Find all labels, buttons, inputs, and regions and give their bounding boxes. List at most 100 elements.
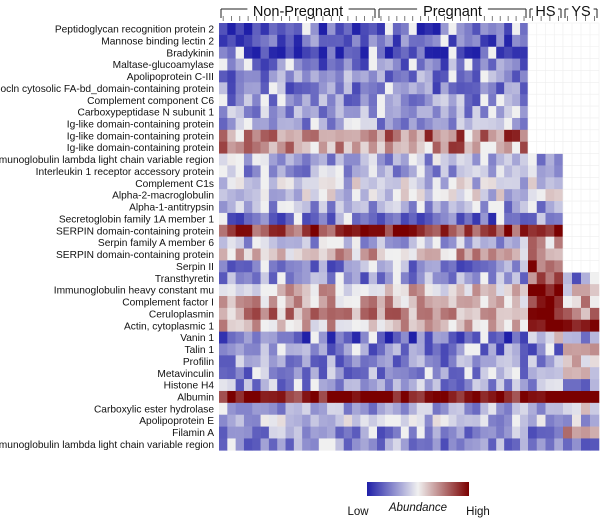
heatmap-cell — [335, 343, 345, 356]
heatmap-cell — [496, 189, 505, 202]
heatmap-cell — [545, 94, 555, 107]
heatmap-cell — [260, 23, 270, 36]
heatmap-cell — [424, 106, 433, 119]
heatmap-cell — [343, 177, 353, 190]
heatmap-cell — [243, 248, 253, 261]
heatmap-cell — [352, 414, 361, 427]
heatmap-cell — [219, 307, 228, 321]
heatmap-cell — [554, 141, 564, 154]
heatmap-cell — [219, 284, 228, 297]
heatmap-cell — [464, 260, 473, 273]
heatmap-cell — [310, 343, 320, 356]
heatmap-cell — [302, 212, 311, 226]
heatmap-cell — [496, 284, 505, 297]
heatmap-cell — [504, 129, 513, 142]
heatmap-cell — [464, 343, 473, 356]
heatmap-cell — [545, 189, 555, 202]
heatmap-cell — [293, 307, 303, 321]
heatmap-cell — [368, 177, 378, 190]
heatmap-cell — [335, 307, 345, 321]
heatmap-cell — [384, 307, 394, 321]
heatmap-cell — [277, 296, 286, 309]
heatmap-cell — [536, 319, 546, 332]
heatmap-cell — [235, 201, 245, 214]
heatmap-cell — [293, 153, 303, 166]
heatmap-cell — [563, 212, 573, 226]
heatmap-cell — [572, 284, 582, 297]
heatmap-cell — [360, 296, 369, 309]
heatmap-cell — [227, 272, 236, 285]
heatmap-cell — [384, 402, 394, 416]
heatmap-cell — [512, 236, 521, 249]
heatmap-cell — [528, 165, 538, 178]
heatmap-cell — [581, 82, 591, 95]
row-label: Alpha-2-macroglobulin — [112, 191, 214, 202]
heatmap-cell — [384, 390, 394, 404]
heatmap-cell — [536, 355, 546, 368]
heatmap-cell — [227, 201, 236, 214]
heatmap-cell — [448, 153, 457, 166]
heatmap-cell — [536, 34, 546, 48]
heatmap-cell — [384, 82, 394, 95]
heatmap-cell — [545, 201, 555, 214]
heatmap-cell — [581, 260, 591, 273]
heatmap-cell — [545, 355, 555, 368]
heatmap-cell — [335, 260, 345, 273]
heatmap-cell — [327, 141, 336, 154]
heatmap-cell — [343, 141, 353, 154]
heatmap-cell — [368, 296, 378, 309]
heatmap-cell — [360, 319, 369, 332]
heatmap-cell — [377, 426, 386, 439]
heatmap-cell — [424, 141, 433, 154]
heatmap-cell — [572, 402, 582, 416]
heatmap-cell — [277, 236, 286, 249]
heatmap-cell — [285, 284, 295, 297]
heatmap-cell — [252, 201, 261, 214]
heatmap-cell — [285, 272, 295, 285]
heatmap-cell — [268, 236, 278, 249]
heatmap-cell — [302, 201, 311, 214]
heatmap-cell — [384, 94, 394, 107]
heatmap-cell — [268, 34, 278, 48]
heatmap-cell — [432, 201, 441, 214]
heatmap-cell — [327, 248, 336, 261]
heatmap-cell — [400, 141, 410, 154]
heatmap-cell — [293, 390, 303, 404]
heatmap-cell — [448, 355, 457, 368]
row-label: Complement C1s — [135, 179, 214, 190]
heatmap-cell — [581, 426, 591, 439]
row-label: Peptidoglycan recognition protein 2 — [55, 25, 214, 36]
heatmap-cell — [318, 236, 328, 249]
heatmap-cell — [408, 224, 418, 237]
heatmap-cell — [310, 367, 320, 380]
heatmap-cell — [464, 70, 473, 83]
heatmap-cell — [277, 260, 286, 273]
heatmap-cell — [343, 224, 353, 237]
heatmap-cell — [260, 141, 270, 154]
heatmap-cell — [520, 319, 529, 332]
heatmap-cell — [235, 414, 245, 427]
heatmap-cell — [252, 70, 261, 83]
heatmap-cell — [563, 141, 573, 154]
heatmap-cell — [424, 23, 433, 36]
heatmap-cell — [252, 390, 261, 404]
heatmap-cell — [252, 117, 261, 131]
heatmap-cell — [424, 46, 433, 59]
heatmap-cell — [243, 153, 253, 166]
heatmap-cell — [424, 34, 433, 48]
heatmap-cell — [310, 402, 320, 416]
heatmap-cell — [456, 58, 465, 71]
heatmap-cell — [400, 46, 410, 59]
heatmap-cell — [343, 379, 353, 392]
heatmap-cell — [227, 153, 236, 166]
heatmap-cell — [219, 23, 228, 36]
heatmap-cell — [335, 426, 345, 439]
heatmap-cell — [352, 46, 361, 59]
heatmap-cell — [496, 307, 505, 321]
heatmap-cell — [235, 106, 245, 119]
heatmap-cell — [432, 355, 441, 368]
heatmap-cell — [520, 177, 529, 190]
heatmap-cell — [590, 129, 600, 142]
heatmap-cell — [496, 141, 505, 154]
heatmap-cell — [528, 343, 538, 356]
